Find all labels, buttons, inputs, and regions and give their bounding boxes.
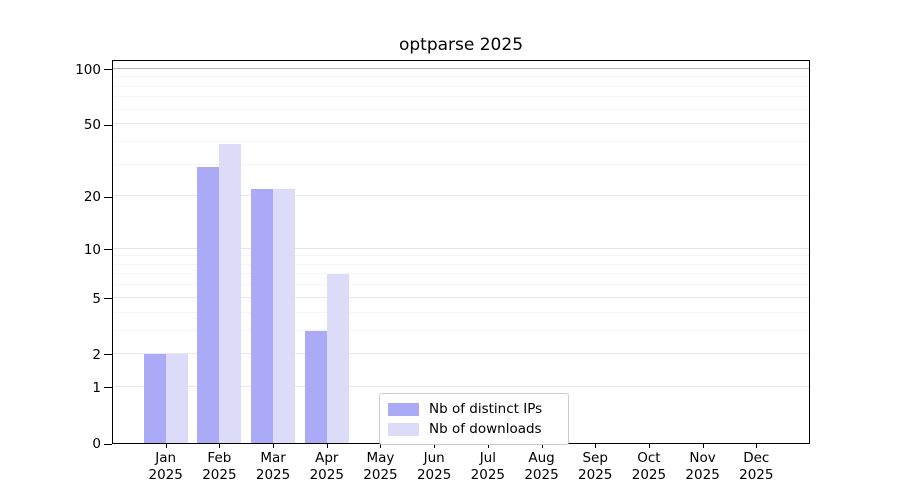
- x-tick-nov: [702, 444, 704, 448]
- y-tick-label-20: 20: [83, 189, 101, 206]
- bar-downloads-jan: [165, 353, 188, 443]
- bar-distinct-ips-feb: [197, 167, 220, 443]
- y-tick-label-10: 10: [83, 241, 101, 258]
- legend-item-downloads: Nb of downloads: [388, 419, 560, 439]
- x-tick-label-mar: Mar 2025: [255, 450, 291, 483]
- bar-downloads-apr: [326, 274, 349, 443]
- x-tick-sep: [595, 444, 597, 448]
- gridline-minor: [113, 311, 809, 313]
- y-tick-50: [104, 124, 112, 126]
- gridline-minor: [113, 140, 809, 142]
- legend-label-downloads: Nb of downloads: [429, 421, 542, 437]
- bar-distinct-ips-mar: [251, 188, 274, 443]
- y-tick-100: [104, 69, 112, 71]
- x-tick-label-jan: Jan 2025: [148, 450, 183, 483]
- y-tick-label-0: 0: [92, 436, 101, 452]
- x-tick-label-nov: Nov 2025: [685, 450, 720, 483]
- y-tick-label-1: 1: [92, 379, 101, 396]
- gridline-10: [113, 247, 809, 249]
- gridline-5: [113, 296, 809, 298]
- gridline-100: [113, 67, 809, 69]
- gridline-minor: [113, 329, 809, 331]
- y-tick-20: [104, 196, 112, 198]
- y-tick-2: [104, 354, 112, 356]
- x-tick-label-may: May 2025: [363, 450, 398, 483]
- bar-distinct-ips-apr: [304, 330, 327, 443]
- y-tick-5: [104, 298, 112, 300]
- x-tick-dec: [756, 444, 758, 448]
- gridline-minor: [113, 96, 809, 98]
- x-tick-apr: [326, 444, 328, 448]
- legend-item-distinct-ips: Nb of distinct IPs: [388, 399, 560, 419]
- y-tick-1: [104, 387, 112, 389]
- bar-downloads-mar: [273, 188, 296, 443]
- x-tick-label-feb: Feb 2025: [202, 450, 237, 483]
- x-tick-label-sep: Sep 2025: [578, 450, 613, 483]
- gridline-minor: [113, 255, 809, 257]
- x-tick-aug: [541, 444, 543, 448]
- x-tick-label-oct: Oct 2025: [631, 450, 667, 483]
- bar-downloads-feb: [219, 143, 242, 443]
- y-tick-label-100: 100: [75, 61, 101, 78]
- x-tick-label-jun: Jun 2025: [416, 450, 452, 483]
- x-tick-label-dec: Dec 2025: [739, 450, 774, 483]
- legend: Nb of distinct IPs Nb of downloads: [379, 393, 569, 445]
- legend-swatch-distinct-ips: [388, 402, 419, 416]
- gridline-minor: [113, 273, 809, 275]
- x-tick-mar: [273, 444, 275, 448]
- gridline-20: [113, 195, 809, 197]
- x-tick-label-apr: Apr 2025: [309, 450, 344, 483]
- plot-area: Nb of distinct IPs Nb of downloads: [112, 60, 810, 445]
- gridline-minor: [113, 163, 809, 165]
- x-tick-label-jul: Jul 2025: [470, 450, 506, 483]
- gridline-minor: [113, 263, 809, 265]
- gridline-minor: [113, 108, 809, 110]
- gridline-1: [113, 385, 809, 387]
- gridline-2: [113, 352, 809, 354]
- legend-swatch-downloads: [388, 422, 419, 436]
- x-tick-feb: [219, 444, 221, 448]
- y-tick-label-50: 50: [83, 117, 101, 134]
- gridline-50: [113, 123, 809, 125]
- legend-label-distinct-ips: Nb of distinct IPs: [429, 401, 543, 417]
- x-tick-jun: [434, 444, 436, 448]
- gridline-minor: [113, 76, 809, 78]
- gridline-minor: [113, 85, 809, 87]
- y-tick-0: [104, 443, 112, 445]
- x-tick-jan: [165, 444, 167, 448]
- x-tick-may: [380, 444, 382, 448]
- x-tick-jul: [487, 444, 489, 448]
- chart-title: optparse 2025: [398, 35, 524, 55]
- x-tick-label-aug: Aug 2025: [524, 450, 559, 483]
- y-tick-label-2: 2: [92, 346, 101, 363]
- y-tick-10: [104, 249, 112, 251]
- x-tick-oct: [648, 444, 650, 448]
- y-tick-label-5: 5: [92, 290, 101, 307]
- bar-distinct-ips-jan: [143, 353, 166, 443]
- gridline-minor: [113, 284, 809, 286]
